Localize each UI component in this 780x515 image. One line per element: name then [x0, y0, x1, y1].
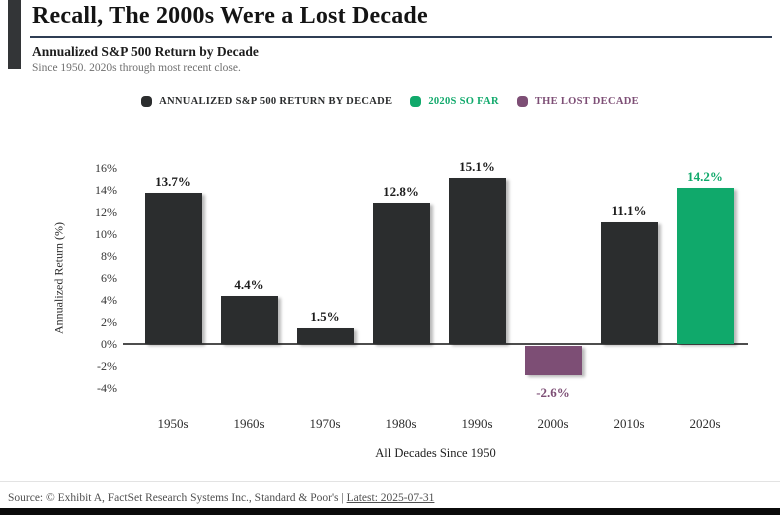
bar-value-label: 15.1%	[459, 158, 495, 174]
bar-value-label: 11.1%	[611, 202, 647, 218]
source-text: Source: © Exhibit A, FactSet Research Sy…	[8, 492, 347, 504]
y-tick-label: 12%	[95, 205, 117, 219]
bar-1970s	[296, 327, 354, 344]
legend-label: THE LOST DECADE	[534, 96, 639, 107]
x-axis-line	[123, 343, 748, 345]
bar-value-label: 14.2%	[687, 168, 723, 184]
x-tick-label: 1960s	[233, 416, 265, 431]
footer-divider	[0, 481, 780, 482]
bar-value-label: 1.5%	[310, 308, 340, 324]
x-tick-label: 2010s	[613, 416, 645, 431]
legend-swatch-icon	[410, 96, 422, 107]
bar-chart: Annualized Return (%) All Decades Since …	[0, 140, 780, 475]
legend-item-decade-return: ANNUALIZED S&P 500 RETURN BY DECADE	[141, 96, 392, 107]
bar-1950s	[144, 193, 202, 344]
y-tick-label: 16%	[95, 161, 117, 175]
y-tick-label: 2%	[101, 315, 117, 329]
y-tick-label: 0%	[101, 337, 117, 351]
x-tick-label: 1990s	[461, 416, 493, 431]
header-accent-bar	[8, 0, 21, 69]
y-tick-label: 10%	[95, 227, 117, 241]
bar-2000s	[524, 346, 582, 375]
legend-swatch-icon	[141, 96, 153, 107]
chart-subtitle: Annualized S&P 500 Return by Decade	[32, 44, 259, 59]
legend-label: 2020S SO FAR	[428, 96, 499, 107]
bar-value-label: 13.7%	[155, 174, 191, 190]
latest-date-link[interactable]: Latest: 2025-07-31	[346, 492, 435, 504]
y-tick-label: 14%	[95, 183, 117, 197]
x-tick-label: 1950s	[157, 416, 189, 431]
legend-item-lost-decade: THE LOST DECADE	[516, 96, 639, 107]
legend-swatch-icon	[516, 96, 528, 107]
source-line: Source: © Exhibit A, FactSet Research Sy…	[8, 492, 434, 504]
title-divider	[30, 36, 772, 38]
bar-2010s	[600, 221, 658, 344]
legend-label: ANNUALIZED S&P 500 RETURN BY DECADE	[159, 96, 393, 107]
bar-value-label: 12.8%	[383, 184, 419, 200]
bottom-border-bar	[0, 508, 780, 515]
y-tick-label: 8%	[101, 249, 117, 263]
chart-note: Since 1950. 2020s through most recent cl…	[32, 62, 241, 74]
bar-value-label: -2.6%	[536, 384, 570, 400]
bar-1960s	[220, 295, 278, 344]
x-tick-label: 1980s	[385, 416, 417, 431]
x-tick-label: 2000s	[537, 416, 569, 431]
y-tick-label: 6%	[101, 271, 117, 285]
x-tick-label: 1970s	[309, 416, 341, 431]
x-axis-title: All Decades Since 1950	[375, 446, 496, 460]
bar-2020s	[676, 187, 734, 344]
y-tick-label: 4%	[101, 293, 117, 307]
bar-1990s	[448, 177, 506, 344]
bar-value-label: 4.4%	[234, 276, 264, 292]
legend-item-2020s-so-far: 2020S SO FAR	[410, 96, 499, 107]
bar-1980s	[372, 203, 430, 344]
chart-legend: ANNUALIZED S&P 500 RETURN BY DECADE 2020S…	[0, 96, 780, 107]
x-tick-label: 2020s	[689, 416, 721, 431]
y-tick-label: -2%	[97, 359, 117, 373]
y-tick-label: -4%	[97, 381, 117, 395]
page-title: Recall, The 2000s Were a Lost Decade	[32, 3, 428, 29]
